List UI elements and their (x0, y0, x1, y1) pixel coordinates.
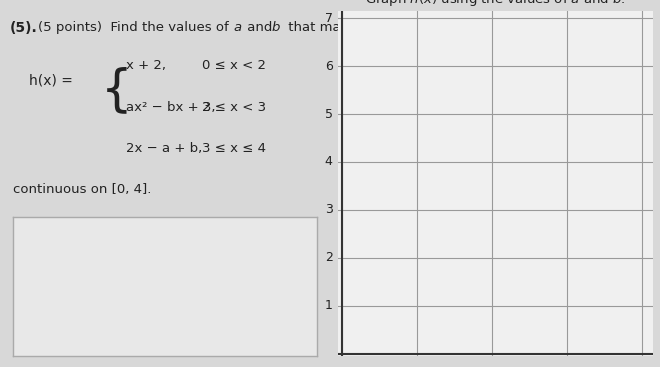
Text: (5 points)  Find the values of: (5 points) Find the values of (38, 21, 229, 34)
Text: and: and (244, 21, 273, 34)
Text: (5).: (5). (10, 21, 38, 35)
Text: 0: 0 (331, 366, 340, 367)
Text: 3: 3 (563, 366, 571, 367)
Text: x + 2,: x + 2, (127, 59, 166, 72)
Text: h(x) =: h(x) = (28, 73, 73, 87)
Title: Graph $h(x)$ using the values of $a$ and $b$.: Graph $h(x)$ using the values of $a$ and… (366, 0, 626, 8)
Text: 3 ≤ x ≤ 4: 3 ≤ x ≤ 4 (202, 142, 266, 155)
Text: that make: that make (284, 21, 356, 34)
Text: 5: 5 (325, 108, 333, 120)
Text: 1: 1 (325, 299, 333, 312)
Text: 7: 7 (325, 12, 333, 25)
Text: ax² − bx + 3,: ax² − bx + 3, (127, 101, 216, 114)
Text: 2x − a + b,: 2x − a + b, (127, 142, 203, 155)
Text: 0 ≤ x < 2: 0 ≤ x < 2 (202, 59, 266, 72)
Text: 6: 6 (325, 59, 333, 73)
Text: 2: 2 (325, 251, 333, 264)
Text: b: b (272, 21, 280, 34)
Text: 3: 3 (325, 203, 333, 217)
Text: {: { (101, 66, 133, 114)
Text: 4: 4 (638, 366, 646, 367)
Text: 2 ≤ x < 3: 2 ≤ x < 3 (202, 101, 267, 114)
Text: 2: 2 (488, 366, 496, 367)
Text: 4: 4 (325, 156, 333, 168)
Text: a: a (234, 21, 242, 34)
Text: 1: 1 (412, 366, 420, 367)
Text: continuous on [0, 4].: continuous on [0, 4]. (13, 184, 151, 196)
